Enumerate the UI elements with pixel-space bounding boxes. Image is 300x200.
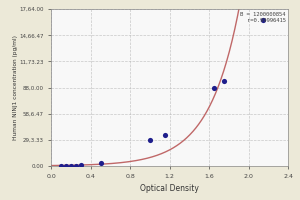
Point bbox=[98, 162, 103, 165]
Point bbox=[69, 164, 74, 167]
Point bbox=[64, 164, 69, 167]
Point bbox=[212, 86, 217, 89]
Point bbox=[162, 133, 167, 136]
Point bbox=[59, 164, 64, 167]
Point bbox=[79, 164, 83, 167]
Point bbox=[222, 80, 226, 83]
Point bbox=[74, 164, 79, 167]
Point bbox=[148, 138, 152, 141]
X-axis label: Optical Density: Optical Density bbox=[140, 184, 199, 193]
Text: B = 1200000854
r=0.99996415: B = 1200000854 r=0.99996415 bbox=[240, 12, 286, 23]
Point bbox=[261, 18, 266, 22]
Y-axis label: Human NINJ1 concentration (pg/ml): Human NINJ1 concentration (pg/ml) bbox=[13, 35, 18, 140]
